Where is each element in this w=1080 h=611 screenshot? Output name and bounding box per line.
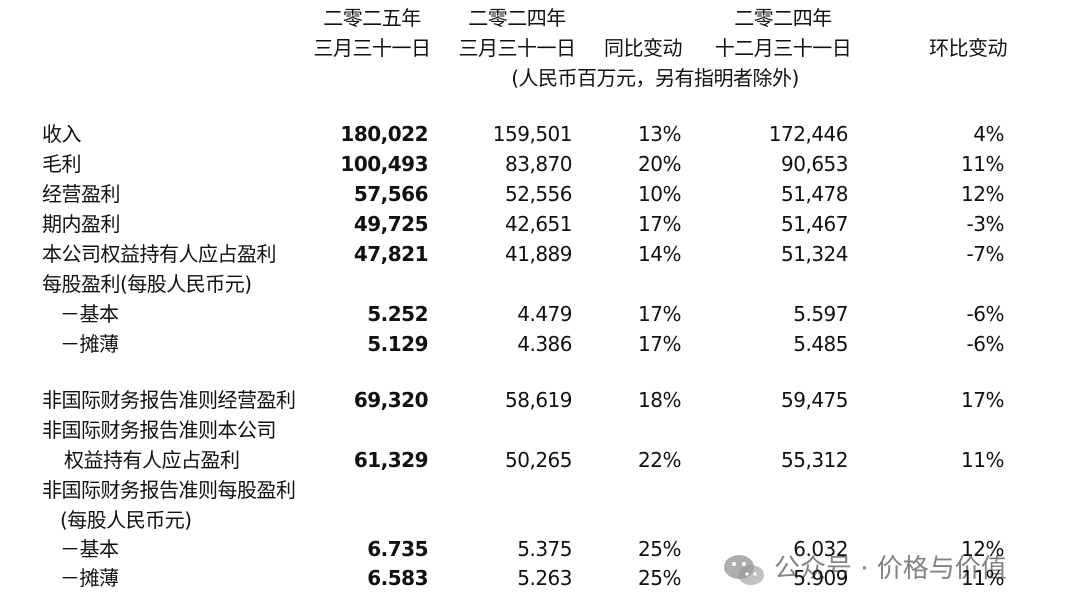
cell: 69,320 <box>353 388 429 412</box>
row-label: －摊薄 <box>60 566 119 590</box>
cell: 50,265 <box>505 448 572 472</box>
cell: 25% <box>638 537 681 561</box>
row-label: 非国际财务报告准则本公司 <box>42 418 277 442</box>
cell: 10% <box>638 182 681 206</box>
column-header: 二零二五年 <box>323 6 421 30</box>
column-header: 三月三十一日 <box>313 36 432 60</box>
cell: 159,501 <box>492 122 573 146</box>
cell: 17% <box>961 388 1004 412</box>
column-header: 三月三十一日 <box>458 36 577 60</box>
cell: 5.263 <box>517 566 572 590</box>
cell: 4% <box>973 122 1004 146</box>
cell: 42,651 <box>505 212 572 236</box>
row-label: (每股人民币元) <box>60 508 192 532</box>
cell: 5.129 <box>367 332 428 356</box>
cell: 20% <box>638 152 681 176</box>
cell: 12% <box>961 537 1004 561</box>
cell: 100,493 <box>340 152 428 176</box>
column-header: 同比变动 <box>604 36 683 60</box>
cell: 51,324 <box>781 242 848 266</box>
cell: 52,556 <box>505 182 572 206</box>
cell: 59,475 <box>781 388 848 412</box>
cell: 61,329 <box>353 448 429 472</box>
row-label: －摊薄 <box>60 332 119 356</box>
watermark: 公众号 · 价格与价值 <box>722 548 1007 587</box>
row-label: 非国际财务报告准则每股盈利 <box>42 478 296 502</box>
cell: 25% <box>638 566 681 590</box>
cell: 83,870 <box>505 152 572 176</box>
cell: -6% <box>966 332 1005 356</box>
cell: 49,725 <box>353 212 429 236</box>
cell: 90,653 <box>781 152 848 176</box>
cell: -3% <box>966 212 1005 236</box>
column-header: 十二月三十一日 <box>714 36 852 60</box>
cell: 22% <box>638 448 681 472</box>
cell: 13% <box>638 122 681 146</box>
cell: 18% <box>638 388 681 412</box>
row-label: 每股盈利(每股人民币元) <box>42 272 252 296</box>
row-label: 本公司权益持有人应占盈利 <box>42 242 277 266</box>
cell: 5.597 <box>793 302 848 326</box>
cell: 172,446 <box>768 122 849 146</box>
cell: 6.032 <box>793 537 848 561</box>
cell: 5.375 <box>517 537 572 561</box>
cell: 11% <box>961 448 1004 472</box>
cell: 57,566 <box>353 182 429 206</box>
cell: 5.909 <box>793 566 848 590</box>
unit-note: (人民币百万元，另有指明者除外) <box>511 66 799 90</box>
row-label: 权益持有人应占盈利 <box>64 448 240 472</box>
cell: 14% <box>638 242 681 266</box>
row-label: 收入 <box>42 122 82 146</box>
cell: 41,889 <box>505 242 572 266</box>
cell: 17% <box>638 302 681 326</box>
wechat-icon <box>724 554 764 585</box>
cell: 11% <box>961 566 1004 590</box>
row-label: －基本 <box>60 537 119 561</box>
row-label: 经营盈利 <box>42 182 121 206</box>
watermark-text: 公众号 · 价格与价值 <box>774 554 1007 584</box>
row-label: －基本 <box>60 302 119 326</box>
cell: 4.386 <box>517 332 572 356</box>
cell: 5.252 <box>367 302 428 326</box>
cell: 17% <box>638 212 681 236</box>
cell: 5.485 <box>793 332 848 356</box>
row-label: 期内盈利 <box>42 212 121 236</box>
cell: 55,312 <box>781 448 848 472</box>
cell: 6.735 <box>367 537 428 561</box>
row-label: 非国际财务报告准则经营盈利 <box>42 388 296 412</box>
column-header: 二零二四年 <box>734 6 832 30</box>
cell: 6.583 <box>367 566 428 590</box>
cell: 180,022 <box>340 122 428 146</box>
cell: 51,478 <box>781 182 848 206</box>
cell: 47,821 <box>353 242 429 266</box>
row-label: 毛利 <box>42 152 82 176</box>
column-header: 二零二四年 <box>468 6 566 30</box>
cell: 4.479 <box>517 302 572 326</box>
cell: -6% <box>966 302 1005 326</box>
cell: 12% <box>961 182 1004 206</box>
column-header: 环比变动 <box>929 36 1008 60</box>
cell: 17% <box>638 332 681 356</box>
cell: -7% <box>966 242 1005 266</box>
cell: 58,619 <box>505 388 572 412</box>
cell: 11% <box>961 152 1004 176</box>
cell: 51,467 <box>781 212 848 236</box>
